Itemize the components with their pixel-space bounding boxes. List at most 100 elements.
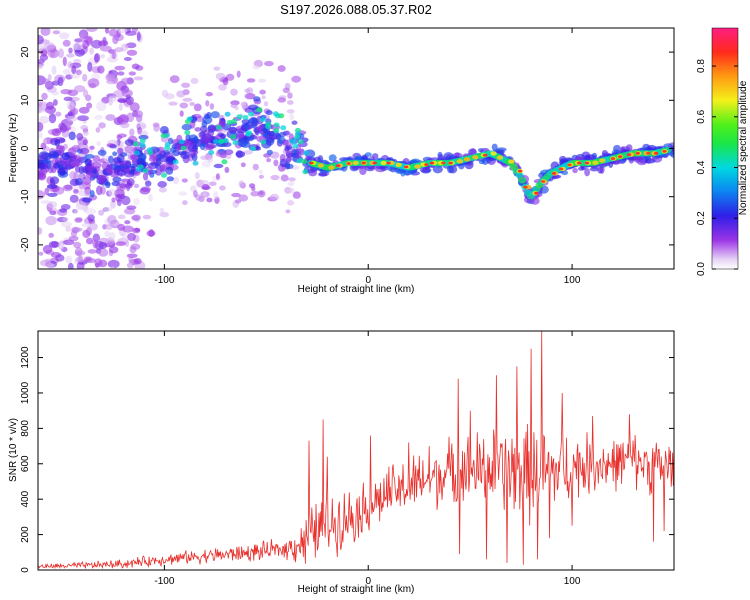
spectrogram-cell bbox=[128, 71, 136, 76]
spectrogram-cell bbox=[181, 123, 192, 131]
spectrogram-cell bbox=[259, 117, 266, 123]
spectrogram-cell bbox=[243, 150, 253, 155]
spectrogram-cell bbox=[245, 130, 252, 136]
spectrogram-cell bbox=[116, 186, 123, 196]
snr-y-tick-label: 400 bbox=[20, 490, 31, 507]
spectrogram-cell bbox=[257, 124, 264, 130]
spectrogram-y-tick-label: 0 bbox=[20, 145, 31, 151]
spectrogram-cell bbox=[98, 174, 106, 184]
spectrogram-cell bbox=[202, 115, 213, 125]
spectrogram-cell bbox=[45, 215, 57, 226]
spectrogram-cell bbox=[138, 134, 149, 140]
spectrogram-cell bbox=[287, 181, 295, 187]
spectrogram-cell bbox=[105, 114, 116, 121]
spectrogram-cell bbox=[199, 142, 206, 151]
spectrogram-cell bbox=[105, 181, 111, 189]
spectrogram-cell bbox=[157, 181, 167, 188]
spectrogram-cell bbox=[178, 139, 185, 145]
spectrogram-cell bbox=[246, 78, 256, 83]
spectrogram-cell bbox=[38, 121, 44, 132]
spectrogram-cell bbox=[62, 68, 72, 75]
spectrogram-cell bbox=[131, 215, 140, 221]
spectrogram-cell bbox=[552, 174, 562, 179]
spectrogram-cell bbox=[146, 230, 156, 237]
spectrogram-cell bbox=[291, 120, 298, 125]
spectrogram-cell bbox=[108, 231, 116, 241]
spectrogram-cell bbox=[264, 60, 274, 67]
spectrogram-cell bbox=[108, 98, 113, 106]
colorbar-label: Normalized spectral amplitude bbox=[738, 80, 749, 215]
spectrogram-cell bbox=[66, 53, 75, 58]
spectrogram-cell bbox=[644, 158, 656, 164]
colorbar-tick-label: 0.8 bbox=[696, 59, 707, 73]
spectrogram-cell bbox=[84, 154, 95, 159]
spectrogram-cell bbox=[89, 145, 95, 150]
spectrogram-cell bbox=[73, 241, 82, 249]
spectrogram-cell bbox=[265, 124, 272, 130]
spectrogram-cell bbox=[122, 225, 134, 233]
spectrogram-cell bbox=[129, 154, 137, 160]
spectrogram-cell bbox=[179, 110, 184, 117]
spectrogram-cell bbox=[559, 155, 567, 163]
spectrogram-cell bbox=[76, 204, 87, 211]
spectrogram-cell bbox=[541, 180, 546, 183]
snr-x-label: Height of straight line (km) bbox=[298, 584, 415, 595]
spectrogram-cell bbox=[213, 138, 219, 144]
spectrogram-cell bbox=[38, 132, 43, 139]
spectrogram-cell bbox=[206, 197, 213, 203]
spectrogram-cell bbox=[44, 187, 49, 196]
spectrogram-cell bbox=[80, 124, 89, 131]
spectrogram-cell bbox=[57, 167, 68, 175]
spectrogram-cell bbox=[111, 197, 116, 203]
spectrogram-cell bbox=[62, 217, 69, 222]
spectrogram-cell bbox=[76, 132, 84, 141]
spectrogram-cell bbox=[254, 146, 262, 151]
spectrogram-x-label: Height of straight line (km) bbox=[298, 284, 415, 295]
spectrogram-cell bbox=[599, 165, 605, 174]
spectrogram-cell bbox=[297, 139, 304, 145]
snr-y-tick-label: 800 bbox=[20, 420, 31, 437]
spectrogram-cell bbox=[226, 119, 233, 125]
spectrogram-cell bbox=[372, 161, 377, 165]
spectrogram-cell bbox=[654, 151, 659, 155]
spectrogram-cell bbox=[93, 239, 98, 249]
spectrogram-cell bbox=[96, 185, 103, 196]
spectrogram-cell bbox=[40, 152, 47, 159]
spectrogram-cell bbox=[534, 191, 539, 195]
spectrogram-cell bbox=[577, 161, 582, 165]
spectrogram-cell bbox=[188, 149, 199, 156]
spectrogram-cell bbox=[113, 157, 122, 164]
spectrogram-cell bbox=[213, 163, 224, 169]
spectrogram-cell bbox=[160, 133, 167, 139]
spectrogram-cell bbox=[209, 103, 215, 110]
spectrogram-cell bbox=[55, 254, 65, 262]
spectrogram-cell bbox=[261, 95, 266, 100]
spectrogram-cell bbox=[87, 61, 93, 72]
spectrogram-cell bbox=[193, 103, 202, 112]
spectrogram-cell bbox=[202, 192, 208, 198]
spectrogram-cell bbox=[273, 159, 279, 167]
snr-y-tick-label: 1200 bbox=[20, 346, 31, 369]
spectrogram-cell bbox=[39, 259, 52, 267]
spectrogram-cell bbox=[441, 161, 446, 165]
spectrogram-cell bbox=[62, 56, 67, 67]
spectrogram-cell bbox=[172, 176, 180, 185]
spectrogram-cell bbox=[105, 164, 113, 174]
spectrogram-cell bbox=[42, 244, 53, 254]
spectrogram-cell bbox=[117, 214, 126, 220]
spectrogram-cell bbox=[133, 197, 140, 206]
spectrogram-cell bbox=[181, 178, 188, 183]
spectrogram-cell bbox=[95, 127, 101, 133]
spectrogram-x-tick-label: 100 bbox=[564, 275, 581, 286]
spectrogram-cell bbox=[646, 151, 651, 155]
spectrogram-cell bbox=[286, 109, 295, 114]
spectrogram-cell bbox=[61, 152, 70, 161]
spectrogram-cell bbox=[84, 158, 92, 167]
spectrogram-cell bbox=[84, 189, 91, 197]
spectrogram-cell bbox=[40, 142, 47, 150]
spectrogram-cell bbox=[328, 154, 337, 162]
spectrogram-cell bbox=[72, 42, 84, 51]
spectrogram-cell bbox=[246, 87, 254, 95]
spectrogram-cell bbox=[82, 73, 88, 82]
spectrogram-cell bbox=[301, 159, 308, 164]
